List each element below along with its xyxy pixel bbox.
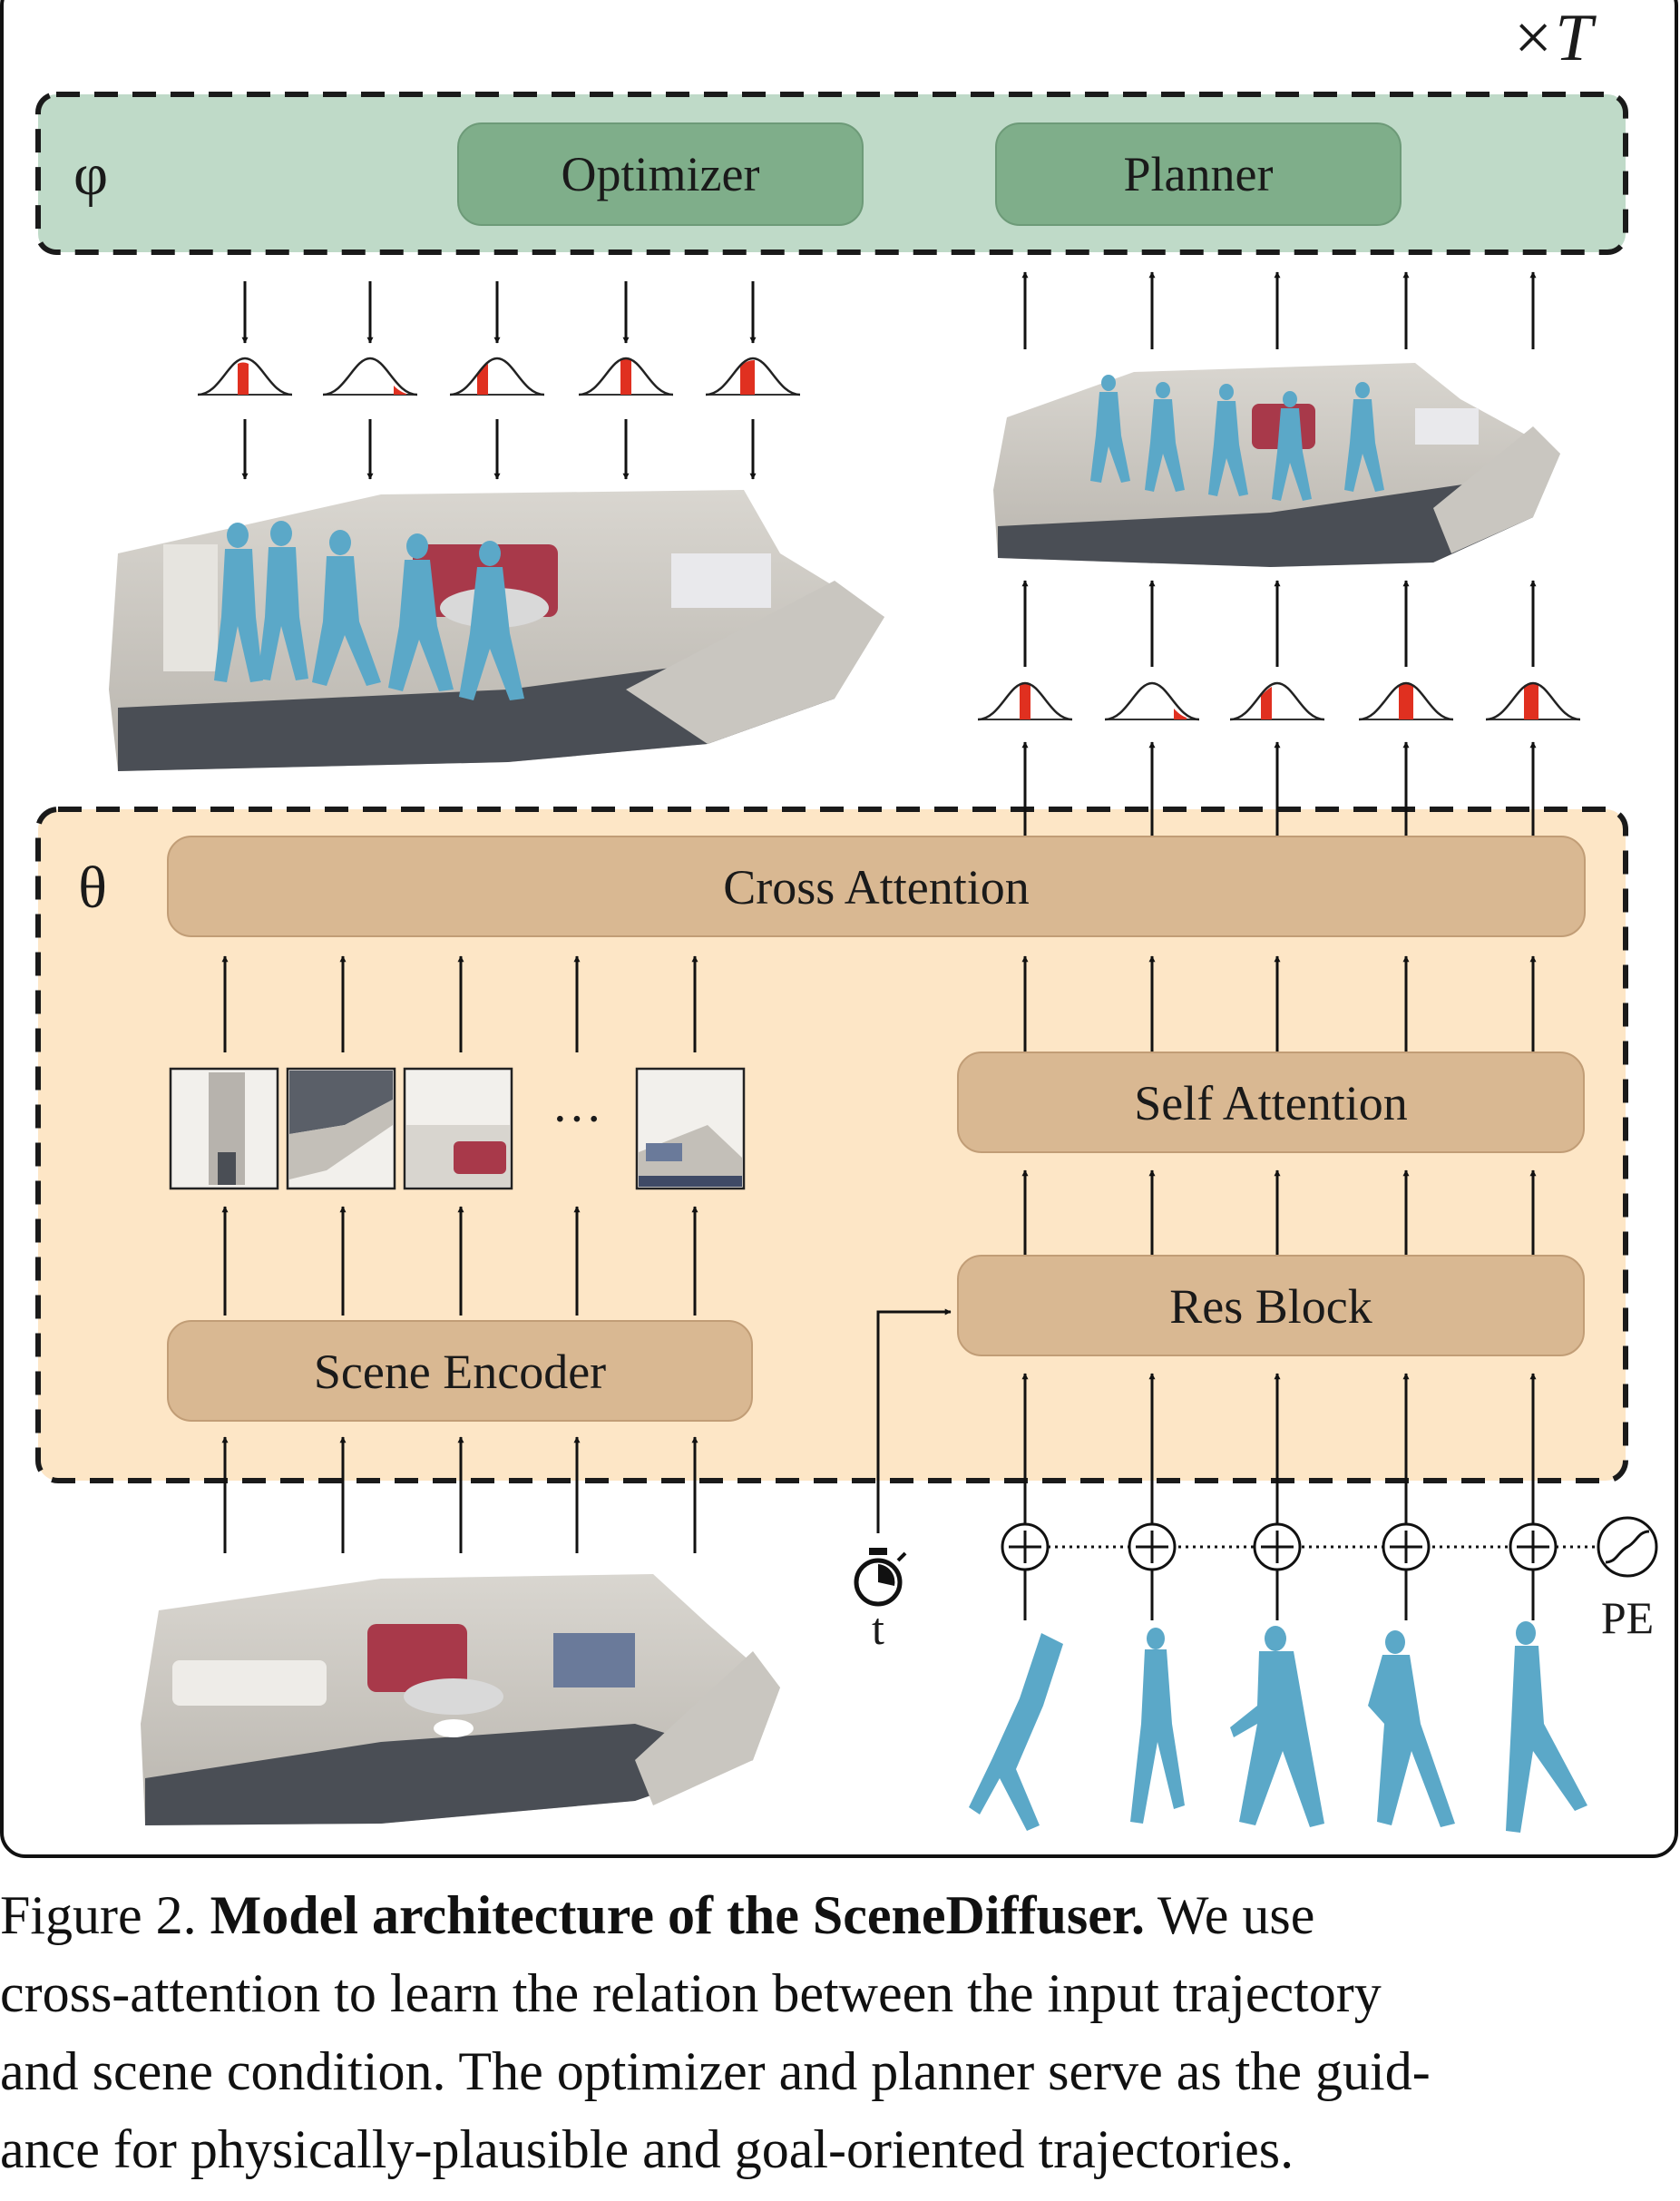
- scene-render-planned: [993, 363, 1560, 567]
- scene-encoder-label: Scene Encoder: [314, 1345, 606, 1399]
- res-block-module: [957, 1255, 1585, 1356]
- scene-render-trajectory: [109, 490, 884, 771]
- caption-line1-rest: We use: [1157, 1885, 1315, 1945]
- phi-down-arrows: [241, 281, 757, 344]
- pose-figure: [969, 1633, 1063, 1831]
- caption-line: and scene condition. The optimizer and p…: [0, 2041, 1431, 2101]
- gaussian-icon: [1104, 681, 1200, 721]
- gaussian-icon: [1229, 681, 1325, 721]
- self-to-cross-arrows: [1021, 955, 1537, 1052]
- trajectory-input-arrows: [1021, 1373, 1537, 1524]
- res-to-self-arrows: [1021, 1169, 1537, 1256]
- optimizer-label: Optimizer: [562, 147, 760, 201]
- timestep-label: t: [872, 1603, 884, 1654]
- gaussian-icon: [578, 357, 674, 396]
- self-attention-label: Self Attention: [1134, 1076, 1407, 1130]
- scene-render-input: [141, 1574, 780, 1825]
- phi-symbol: φ: [73, 142, 108, 208]
- gaussian-icon: [197, 357, 293, 396]
- plus-circle-icon: [1001, 1522, 1050, 1571]
- planner-module: [995, 122, 1402, 226]
- gaussian-icon: [1485, 681, 1581, 721]
- gaussian-icon: [322, 357, 418, 396]
- plus-circle-icon: [1509, 1522, 1558, 1571]
- right-gaussian-row: [977, 681, 1581, 721]
- human-figures: [214, 521, 524, 700]
- encoder-to-token-arrows: [221, 1206, 698, 1316]
- left-gaussian-row: [197, 357, 801, 396]
- pose-figure: [1130, 1628, 1185, 1824]
- caption-prefix: Figure 2.: [0, 1885, 197, 1945]
- scene-token: [169, 1067, 279, 1190]
- plus-circle-icon: [1253, 1522, 1302, 1571]
- scene-token: [286, 1067, 396, 1190]
- pe-label: PE: [1601, 1592, 1654, 1643]
- caption-line: ance for physically-plausible and goal-o…: [0, 2119, 1294, 2179]
- caption-title: Model architecture of the SceneDiffuser.: [210, 1885, 1145, 1945]
- cross-attention-label: Cross Attention: [723, 860, 1030, 915]
- pose-to-plus-lines: [1023, 1570, 1535, 1620]
- cross-attention-module: [167, 836, 1586, 937]
- scene-encoder-module: [167, 1320, 753, 1422]
- gaussian-to-planned-arrows: [1021, 580, 1537, 667]
- token-to-cross-arrows: [221, 955, 698, 1052]
- scene-token: [403, 1067, 513, 1190]
- pose-figure: [1368, 1630, 1455, 1827]
- phi-up-arrows: [1021, 271, 1537, 349]
- caption-line: Figure 2. Model architecture of the Scen…: [0, 1876, 1680, 1954]
- architecture-diagram: ×T φ Optimizer Planner: [0, 0, 1678, 1858]
- token-ellipsis: ···: [552, 1091, 602, 1148]
- pose-figure: [1230, 1626, 1324, 1827]
- self-attention-module: [957, 1052, 1585, 1153]
- figure-caption: Figure 2. Model architecture of the Scen…: [0, 1876, 1680, 2188]
- res-block-label: Res Block: [1169, 1279, 1372, 1334]
- plus-node-row: [1001, 1522, 1558, 1571]
- gaussian-icon: [1358, 681, 1454, 721]
- sine-wave-icon: [1597, 1516, 1658, 1578]
- gaussian-icon: [705, 357, 801, 396]
- repeat-label: ×T: [1509, 1, 1597, 75]
- gaussian-icon: [977, 681, 1073, 721]
- pose-sequence: [969, 1621, 1587, 1833]
- cross-attn-out-arrows: [1021, 741, 1537, 836]
- plus-circle-icon: [1382, 1522, 1431, 1571]
- scene-token-row: ···: [169, 1067, 746, 1190]
- gaussian-icon: [449, 357, 545, 396]
- timestep-arrow: [876, 1308, 952, 1533]
- gaussian-to-scene-arrows: [241, 419, 757, 480]
- stopwatch-icon: [854, 1548, 907, 1607]
- scene-input-arrows: [221, 1436, 698, 1553]
- planner-label: Planner: [1124, 147, 1274, 201]
- human-figures-small: [1090, 375, 1384, 501]
- outer-frame: [0, 0, 1678, 1858]
- scene-token: [635, 1067, 746, 1190]
- caption-line: cross-attention to learn the relation be…: [0, 1963, 1382, 2023]
- optimizer-module: [457, 122, 864, 226]
- plus-circle-icon: [1128, 1522, 1177, 1571]
- pose-figure: [1506, 1621, 1587, 1833]
- theta-symbol: θ: [78, 855, 107, 921]
